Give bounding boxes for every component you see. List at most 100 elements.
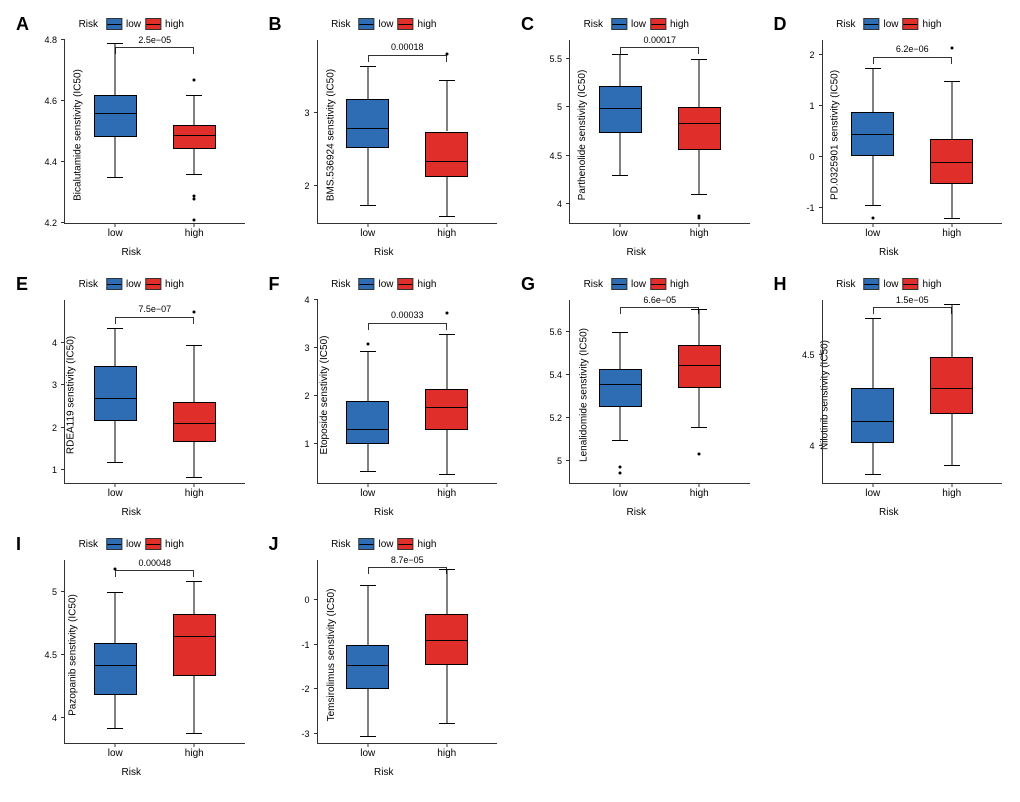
legend-low-label: low — [884, 19, 899, 30]
panel-D: DRisklowhighPD.0325901 senstivity (IC50)… — [768, 10, 1011, 260]
legend-title: Risk — [79, 279, 98, 290]
outlier — [193, 197, 196, 200]
y-tick-label: 1 — [52, 465, 57, 475]
y-tick-label: -2 — [301, 684, 309, 694]
box-high — [167, 40, 221, 223]
outlier — [871, 217, 874, 220]
y-tick-label: 2 — [52, 423, 57, 433]
box-low — [341, 40, 395, 223]
x-axis-label: Risk — [374, 767, 393, 778]
box-high — [672, 300, 726, 483]
y-tick-label: 1 — [809, 101, 814, 111]
box-high — [167, 560, 221, 743]
panel-letter: F — [269, 274, 280, 295]
y-tick-label: 4 — [557, 199, 562, 209]
pvalue-label: 8.7e−05 — [391, 555, 424, 565]
panel-letter: C — [521, 14, 534, 35]
legend-high-label: high — [418, 539, 437, 550]
x-tick-label: low — [865, 488, 880, 499]
legend-swatch-high — [903, 278, 919, 290]
x-tick-label: high — [185, 488, 204, 499]
x-tick-label: low — [613, 488, 628, 499]
x-tick-label: low — [108, 748, 123, 759]
legend-low-label: low — [379, 539, 394, 550]
y-tick-label: 3 — [304, 108, 309, 118]
y-tick-label: 2 — [304, 181, 309, 191]
outlier — [366, 342, 369, 345]
legend: Risklowhigh — [79, 278, 184, 290]
y-tick-label: -1 — [301, 640, 309, 650]
legend-low-label: low — [884, 279, 899, 290]
x-axis-label: Risk — [879, 507, 898, 518]
legend-title: Risk — [331, 539, 350, 550]
panel-grid: ARisklowhighBicalutamide senstivity (IC5… — [10, 10, 1010, 780]
x-tick-label: high — [185, 748, 204, 759]
x-tick-label: high — [690, 488, 709, 499]
legend: Risklowhigh — [79, 538, 184, 550]
x-tick-label: high — [437, 748, 456, 759]
legend-title: Risk — [79, 539, 98, 550]
legend-swatch-high — [398, 278, 414, 290]
legend-swatch-high — [398, 18, 414, 30]
plot-area: 44.5lowhigh1.5e−05 — [822, 300, 1003, 484]
plot-area: 44.55lowhigh0.00048 — [64, 560, 245, 744]
pvalue-label: 7.5e−07 — [138, 304, 171, 314]
y-tick-label: 5 — [557, 456, 562, 466]
y-tick-label: 4.6 — [44, 96, 57, 106]
pvalue-label: 0.00018 — [391, 42, 424, 52]
y-tick-label: 4.5 — [549, 151, 562, 161]
x-axis-label: Risk — [879, 247, 898, 258]
panel-J: JRisklowhighTemsirolimus senstivity (IC5… — [263, 530, 506, 780]
legend-title: Risk — [331, 19, 350, 30]
outlier — [193, 78, 196, 81]
x-axis-label: Risk — [122, 507, 141, 518]
y-tick-label: 5.6 — [549, 327, 562, 337]
outlier — [193, 310, 196, 313]
panel-B: BRisklowhighBMS.536924 senstivity (IC50)… — [263, 10, 506, 260]
x-tick-label: low — [108, 228, 123, 239]
panel-letter: A — [16, 14, 29, 35]
y-tick-label: 0 — [304, 595, 309, 605]
x-axis-label: Risk — [374, 507, 393, 518]
y-tick-label: 5.5 — [549, 54, 562, 64]
x-tick-label: low — [360, 748, 375, 759]
panel-letter: J — [269, 534, 279, 555]
legend-swatch-high — [650, 278, 666, 290]
pvalue-label: 2.5e−05 — [138, 35, 171, 45]
legend-high-label: high — [165, 19, 184, 30]
box-low — [593, 300, 647, 483]
pvalue-label: 1.5e−05 — [896, 295, 929, 305]
legend: Risklowhigh — [79, 18, 184, 30]
legend-high-label: high — [923, 19, 942, 30]
y-tick-label: 5.4 — [549, 370, 562, 380]
legend-high-label: high — [165, 279, 184, 290]
outlier — [619, 465, 622, 468]
y-tick-label: 2 — [304, 391, 309, 401]
y-tick-label: -1 — [806, 203, 814, 213]
x-tick-label: low — [360, 228, 375, 239]
x-tick-label: low — [108, 488, 123, 499]
legend-swatch-low — [864, 18, 880, 30]
panel-letter: G — [521, 274, 535, 295]
legend-low-label: low — [379, 279, 394, 290]
x-tick-label: high — [942, 488, 961, 499]
panel-A: ARisklowhighBicalutamide senstivity (IC5… — [10, 10, 253, 260]
legend-title: Risk — [79, 19, 98, 30]
legend-swatch-low — [106, 18, 122, 30]
legend-low-label: low — [379, 19, 394, 30]
outlier — [698, 452, 701, 455]
pvalue-label: 0.00017 — [643, 35, 676, 45]
legend-swatch-low — [359, 18, 375, 30]
y-tick-label: 4 — [809, 441, 814, 451]
outlier — [698, 217, 701, 220]
panel-letter: D — [774, 14, 787, 35]
box-high — [420, 40, 474, 223]
x-axis-label: Risk — [122, 247, 141, 258]
y-tick-label: 4 — [304, 295, 309, 305]
x-tick-label: high — [942, 228, 961, 239]
box-low — [846, 40, 900, 223]
x-tick-label: low — [865, 228, 880, 239]
box-low — [88, 560, 142, 743]
x-tick-label: high — [690, 228, 709, 239]
legend-low-label: low — [126, 539, 141, 550]
